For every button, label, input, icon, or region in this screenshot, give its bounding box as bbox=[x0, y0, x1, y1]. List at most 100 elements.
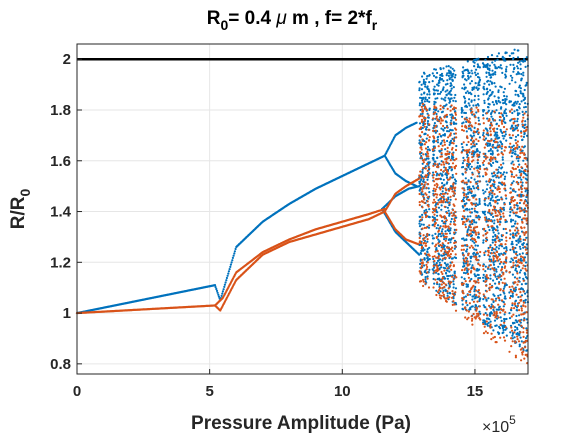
series-0-chaotic-point bbox=[445, 94, 448, 97]
series-0-chaotic-point bbox=[436, 214, 439, 217]
series-1-chaotic-point bbox=[476, 251, 479, 254]
series-1-chaotic-point bbox=[465, 149, 469, 152]
series-1-chaotic-point bbox=[519, 255, 523, 258]
series-0-chaotic-point bbox=[500, 147, 503, 150]
series-0-point bbox=[221, 292, 224, 295]
series-0-chaotic-point bbox=[419, 234, 422, 238]
series-0-chaotic-point bbox=[484, 322, 487, 325]
series-1-chaotic-point bbox=[431, 255, 434, 258]
series-1-chaotic-point bbox=[436, 183, 439, 187]
series-0-chaotic-point bbox=[450, 257, 454, 260]
series-1-chaotic-point bbox=[524, 238, 527, 241]
series-1-chaotic-point bbox=[455, 228, 458, 231]
series-0-chaotic-point bbox=[469, 127, 472, 130]
series-0-chaotic-point bbox=[514, 135, 518, 138]
series-0-chaotic-point bbox=[447, 209, 450, 212]
series-0-chaotic-point bbox=[483, 109, 486, 112]
series-0-chaotic-point bbox=[497, 100, 500, 103]
series-1-chaotic-point bbox=[518, 301, 521, 304]
series-0-chaotic-point bbox=[524, 292, 527, 295]
series-1-chaotic-point bbox=[487, 254, 490, 257]
series-0-chaotic-point bbox=[503, 94, 506, 98]
series-1-chaotic-point bbox=[512, 188, 515, 191]
series-1-chaotic-point bbox=[448, 189, 451, 192]
series-1-chaotic-point bbox=[439, 104, 442, 107]
series-0-chaotic-point bbox=[514, 232, 517, 235]
series-1-chaotic-point bbox=[525, 187, 528, 190]
series-0-chaotic-point bbox=[426, 75, 429, 78]
series-1-chaotic-point bbox=[490, 252, 493, 255]
series-0-chaotic-point bbox=[514, 220, 517, 223]
series-0-chaotic-point bbox=[518, 84, 522, 87]
series-1-chaotic-point bbox=[519, 348, 523, 351]
series-1-chaotic-point bbox=[481, 161, 484, 164]
series-0-chaotic-point bbox=[470, 267, 473, 270]
series-0-chaotic-point bbox=[471, 171, 474, 174]
series-0-chaotic-point bbox=[476, 244, 479, 247]
series-0-chaotic-point bbox=[442, 129, 445, 132]
series-1-chaotic-point bbox=[523, 112, 526, 115]
series-0-chaotic-point bbox=[449, 292, 452, 295]
series-0-chaotic-point bbox=[475, 111, 478, 114]
series-1-chaotic-point bbox=[445, 225, 448, 228]
series-0-chaotic-point bbox=[503, 111, 506, 114]
series-1-chaotic-point bbox=[517, 229, 520, 232]
series-1-chaotic-point bbox=[454, 148, 458, 152]
series-1-chaotic-point bbox=[518, 309, 521, 312]
series-1-chaotic-point bbox=[423, 119, 427, 122]
series-0-chaotic-point bbox=[475, 86, 478, 89]
series-0-chaotic-point bbox=[494, 260, 497, 263]
series-1-chaotic-point bbox=[451, 292, 454, 295]
series-0-chaotic-point bbox=[518, 271, 522, 274]
series-0-point bbox=[227, 270, 230, 273]
series-1-chaotic-point bbox=[442, 161, 445, 164]
series-0-chaotic-point bbox=[467, 127, 470, 130]
series-0-chaotic-point bbox=[418, 102, 422, 105]
series-0-chaotic-point bbox=[490, 115, 493, 118]
series-0-chaotic-point bbox=[509, 127, 512, 130]
series-0-chaotic-point bbox=[519, 63, 522, 66]
series-1-chaotic-point bbox=[470, 143, 473, 146]
series-1-chaotic-point bbox=[508, 271, 511, 274]
series-1-chaotic-point bbox=[502, 182, 505, 185]
series-1-chaotic-point bbox=[418, 127, 421, 130]
series-0-chaotic-point bbox=[493, 319, 497, 322]
series-0-chaotic-point bbox=[513, 251, 516, 254]
series-1-chaotic-point bbox=[478, 305, 481, 308]
series-0-chaotic-point bbox=[513, 336, 516, 339]
series-0-chaotic-point bbox=[485, 71, 488, 74]
series-1-chaotic-point bbox=[441, 272, 444, 275]
series-1-chaotic-point bbox=[512, 117, 515, 121]
series-1-chaotic-point bbox=[451, 162, 455, 165]
series-1-chaotic-point bbox=[520, 166, 523, 169]
series-0-chaotic-point bbox=[511, 321, 515, 324]
series-0-chaotic-point bbox=[437, 206, 441, 209]
series-1-chaotic-point bbox=[525, 128, 528, 131]
series-1-chaotic-point bbox=[445, 300, 448, 303]
series-0-chaotic-point bbox=[525, 243, 528, 246]
series-0-chaotic-point bbox=[435, 112, 438, 116]
series-1-chaotic-point bbox=[420, 264, 423, 268]
series-1-chaotic-point bbox=[497, 296, 500, 299]
series-0-chaotic-point bbox=[490, 249, 494, 252]
series-1-chaotic-point bbox=[434, 201, 437, 204]
series-1-chaotic-point bbox=[519, 152, 522, 155]
series-1-chaotic-point bbox=[452, 278, 455, 281]
series-1-chaotic-point bbox=[524, 305, 527, 308]
series-0-chaotic-point bbox=[522, 57, 526, 61]
series-1-chaotic-point bbox=[520, 131, 523, 134]
series-1-chaotic-point bbox=[525, 210, 528, 213]
series-1-chaotic-point bbox=[466, 136, 469, 140]
series-1-chaotic-point bbox=[473, 167, 476, 170]
series-0-chaotic-point bbox=[492, 261, 495, 264]
series-0-chaotic-point bbox=[498, 306, 501, 309]
series-0-chaotic-point bbox=[438, 92, 442, 95]
series-0-chaotic-point bbox=[469, 293, 472, 296]
series-0-chaotic-point bbox=[477, 57, 480, 60]
series-0-chaotic-point bbox=[426, 176, 430, 179]
series-1-chaotic-point bbox=[426, 200, 429, 203]
series-0-chaotic-point bbox=[432, 269, 435, 272]
series-1-chaotic-point bbox=[475, 138, 478, 141]
series-1-chaotic-point bbox=[525, 181, 528, 184]
series-1-chaotic-point bbox=[439, 201, 443, 204]
